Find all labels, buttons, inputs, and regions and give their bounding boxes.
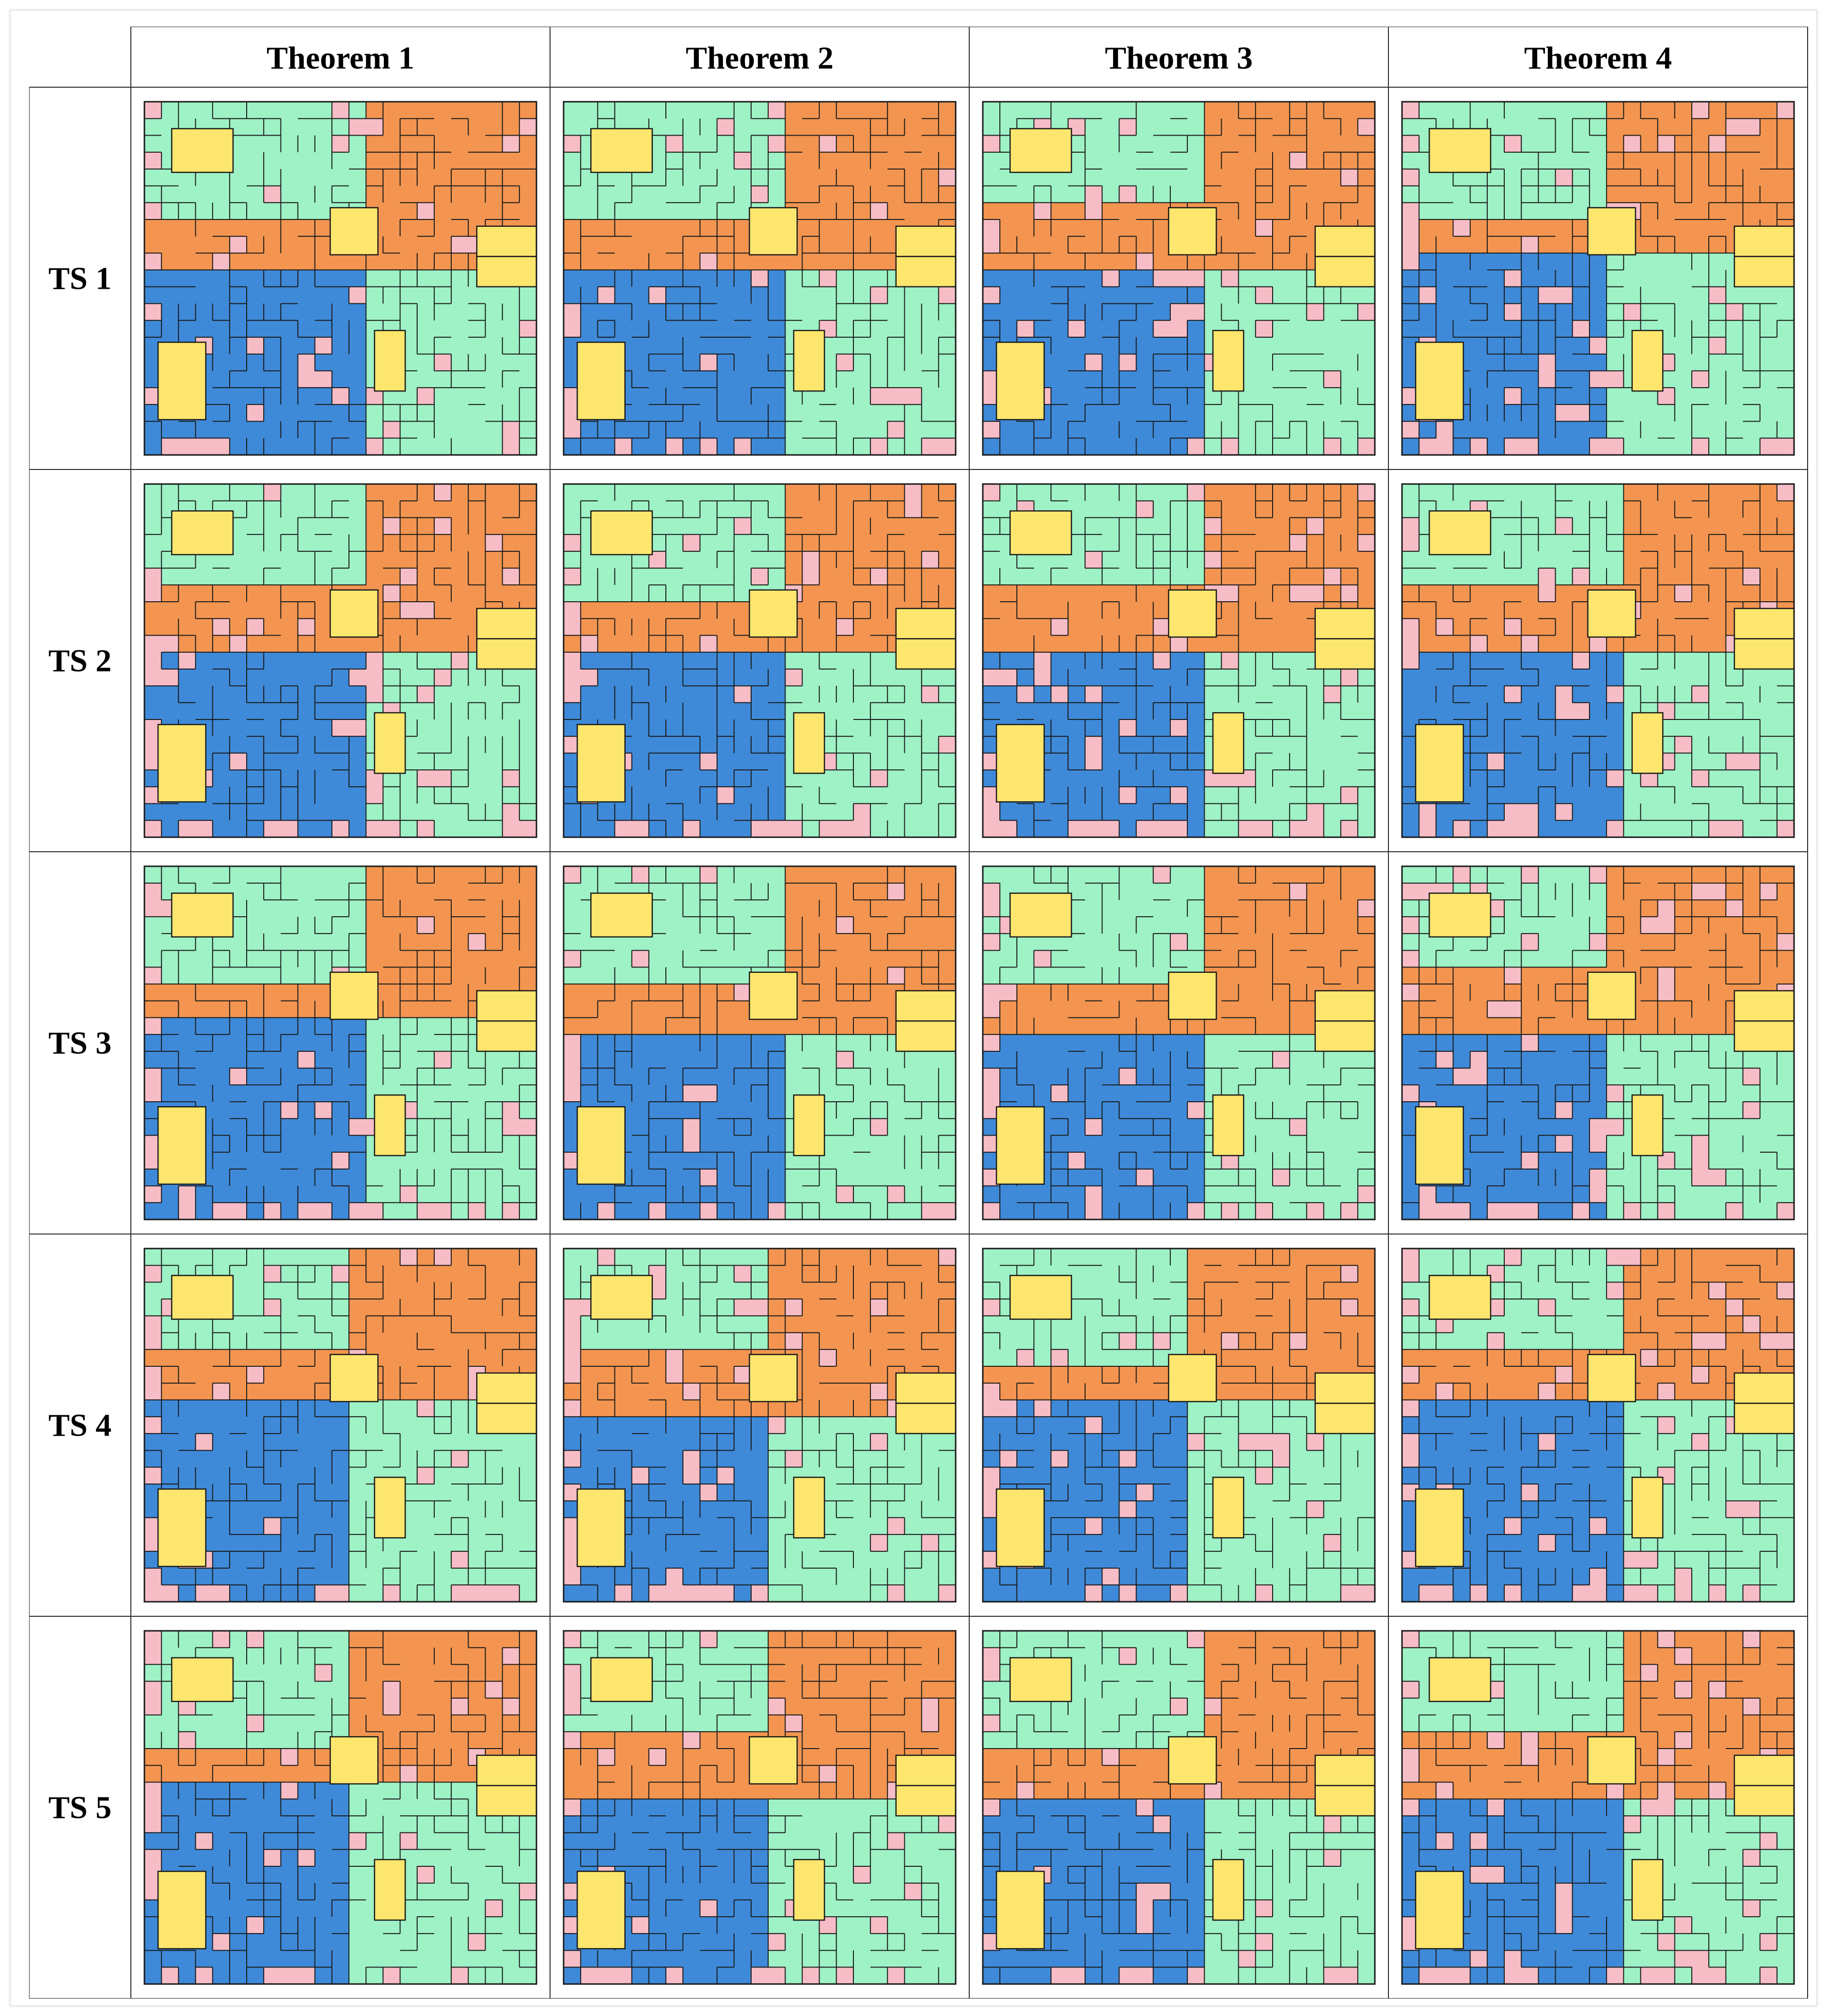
layout-panel: [563, 483, 957, 838]
column-header: Theorem 2: [686, 41, 834, 76]
fixed-blocks: [995, 892, 1376, 1185]
fixed-blocks: [1415, 1275, 1795, 1567]
fixed-blocks: [576, 510, 957, 803]
layout-panel: [1401, 1630, 1795, 1985]
layout-panel: [143, 101, 537, 456]
layout-panel: [143, 1630, 537, 1985]
fixed-blocks: [995, 510, 1376, 803]
panel-cells: [983, 1249, 1375, 1602]
table-grid-lines: [29, 27, 1808, 1999]
layout-panel: [143, 1248, 537, 1603]
layout-panel: [563, 101, 957, 456]
panel-piece-edges: [983, 1631, 1375, 1984]
layout-panel: [563, 1630, 957, 1985]
panel-cells: [564, 866, 956, 1220]
fixed-blocks: [157, 1657, 537, 1950]
panel-cells: [564, 1249, 956, 1602]
fixed-blocks: [576, 892, 957, 1185]
column-header: Theorem 4: [1524, 41, 1672, 76]
layout-panel: [1401, 1248, 1795, 1603]
panel-cells: [983, 866, 1375, 1220]
panel-piece-edges: [144, 102, 536, 455]
layout-panel: [982, 865, 1376, 1220]
panel-piece-edges: [1402, 102, 1794, 455]
fixed-blocks: [576, 1275, 957, 1567]
panel-piece-edges: [144, 866, 536, 1219]
panel-cells: [983, 484, 1375, 838]
fixed-blocks: [157, 1275, 537, 1567]
panel-cells: [983, 102, 1375, 455]
panel-piece-edges: [564, 484, 956, 837]
fixed-blocks: [1415, 510, 1795, 803]
results-table-svg: Theorem 1 Theorem 2 Theorem 3 Theorem 4 TS 1…: [29, 27, 1808, 1999]
row-header: TS 5: [48, 1790, 111, 1826]
layout-results-table: Theorem 1 Theorem 2 Theorem 3 Theorem 4 TS 1…: [29, 27, 1812, 1999]
panel-piece-edges: [1402, 866, 1794, 1219]
panel-cells: [144, 1249, 537, 1602]
fixed-blocks: [995, 1657, 1376, 1950]
fixed-blocks: [1415, 1657, 1795, 1950]
layout-panel: [982, 1248, 1376, 1603]
column-header: Theorem 3: [1105, 41, 1253, 76]
layout-panel: [563, 1248, 957, 1603]
panel-piece-edges: [564, 1249, 956, 1602]
layout-panel: [143, 483, 537, 838]
row-header: TS 3: [48, 1026, 111, 1061]
column-header: Theorem 1: [267, 41, 414, 76]
figure-frame: [10, 10, 1817, 2006]
row-header: TS 4: [48, 1408, 111, 1443]
layout-panel: [1401, 101, 1795, 456]
fixed-blocks: [1415, 892, 1795, 1185]
layout-panel: [563, 865, 957, 1220]
panel-cells: [1402, 484, 1795, 838]
fixed-blocks: [995, 128, 1376, 421]
panel-cells: [564, 1631, 956, 1985]
layout-panel: [143, 865, 537, 1220]
layout-panel: [982, 101, 1376, 456]
row-header: TS 2: [48, 643, 111, 679]
panel-cells: [1402, 866, 1795, 1220]
fixed-blocks: [157, 892, 537, 1185]
panel-piece-edges: [1402, 484, 1794, 837]
panel-piece-edges: [564, 866, 956, 1219]
fixed-blocks: [576, 1657, 957, 1950]
layout-panel: [1401, 483, 1795, 838]
fixed-blocks: [157, 510, 537, 803]
layout-panel: [1401, 865, 1795, 1220]
fixed-blocks: [157, 128, 537, 421]
layout-panel: [982, 1630, 1376, 1985]
fixed-blocks: [995, 1275, 1376, 1567]
row-header: TS 1: [48, 261, 111, 297]
fixed-blocks: [1415, 128, 1795, 421]
fixed-blocks: [576, 128, 957, 421]
panel-piece-edges: [564, 1631, 956, 1984]
layout-panel: [982, 483, 1376, 838]
